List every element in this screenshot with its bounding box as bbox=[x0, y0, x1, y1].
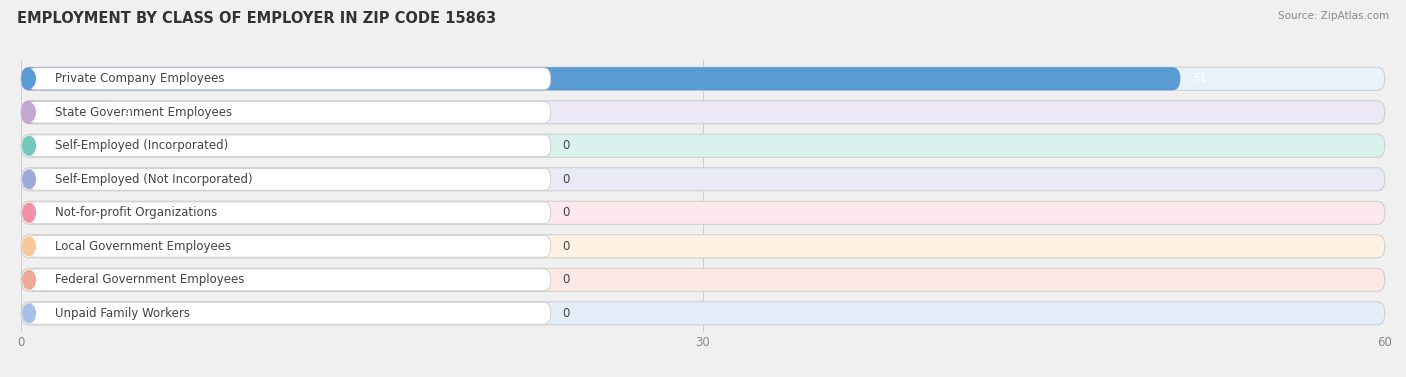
Text: Self-Employed (Not Incorporated): Self-Employed (Not Incorporated) bbox=[55, 173, 253, 186]
FancyBboxPatch shape bbox=[21, 134, 1385, 157]
Text: Local Government Employees: Local Government Employees bbox=[55, 240, 232, 253]
Circle shape bbox=[22, 103, 35, 121]
FancyBboxPatch shape bbox=[28, 135, 551, 157]
Text: Unpaid Family Workers: Unpaid Family Workers bbox=[55, 307, 190, 320]
Circle shape bbox=[22, 304, 35, 323]
Circle shape bbox=[22, 237, 35, 256]
FancyBboxPatch shape bbox=[28, 169, 551, 190]
FancyBboxPatch shape bbox=[21, 235, 1385, 258]
Text: Not-for-profit Organizations: Not-for-profit Organizations bbox=[55, 206, 218, 219]
FancyBboxPatch shape bbox=[28, 302, 551, 324]
Circle shape bbox=[22, 136, 35, 155]
FancyBboxPatch shape bbox=[21, 67, 1385, 90]
FancyBboxPatch shape bbox=[28, 101, 551, 123]
Text: Source: ZipAtlas.com: Source: ZipAtlas.com bbox=[1278, 11, 1389, 21]
FancyBboxPatch shape bbox=[21, 67, 1181, 90]
Text: 0: 0 bbox=[562, 206, 569, 219]
FancyBboxPatch shape bbox=[28, 68, 551, 90]
Text: Federal Government Employees: Federal Government Employees bbox=[55, 273, 245, 286]
Text: 0: 0 bbox=[562, 240, 569, 253]
Text: 0: 0 bbox=[562, 173, 569, 186]
FancyBboxPatch shape bbox=[28, 235, 551, 257]
FancyBboxPatch shape bbox=[21, 101, 1385, 124]
Circle shape bbox=[22, 271, 35, 289]
FancyBboxPatch shape bbox=[28, 202, 551, 224]
Text: State Government Employees: State Government Employees bbox=[55, 106, 232, 119]
Text: 4: 4 bbox=[124, 106, 131, 119]
Text: 0: 0 bbox=[562, 273, 569, 286]
FancyBboxPatch shape bbox=[21, 302, 1385, 325]
FancyBboxPatch shape bbox=[21, 201, 1385, 224]
FancyBboxPatch shape bbox=[21, 168, 1385, 191]
Text: 0: 0 bbox=[562, 139, 569, 152]
Text: EMPLOYMENT BY CLASS OF EMPLOYER IN ZIP CODE 15863: EMPLOYMENT BY CLASS OF EMPLOYER IN ZIP C… bbox=[17, 11, 496, 26]
Circle shape bbox=[22, 204, 35, 222]
Text: 0: 0 bbox=[562, 307, 569, 320]
Circle shape bbox=[22, 69, 35, 88]
Text: Private Company Employees: Private Company Employees bbox=[55, 72, 225, 85]
FancyBboxPatch shape bbox=[21, 268, 1385, 291]
FancyBboxPatch shape bbox=[21, 101, 112, 124]
FancyBboxPatch shape bbox=[28, 269, 551, 291]
Circle shape bbox=[22, 170, 35, 188]
Text: 51: 51 bbox=[1192, 72, 1206, 85]
Text: Self-Employed (Incorporated): Self-Employed (Incorporated) bbox=[55, 139, 228, 152]
